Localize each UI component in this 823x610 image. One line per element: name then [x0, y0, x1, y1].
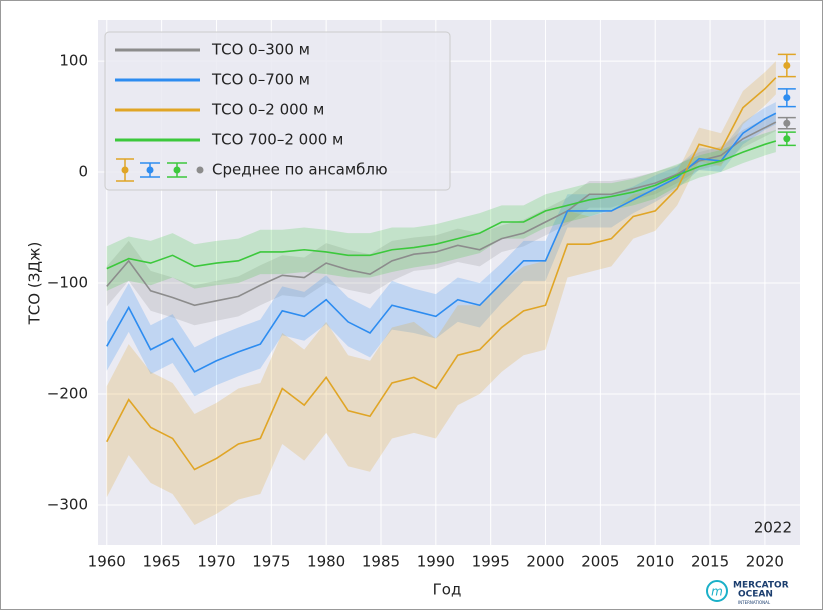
annotation: 2022 [754, 519, 792, 537]
legend: ТСО 0–300 м ТСО 0–700 м ТСО 0–2 000 м ТСО 7… [104, 31, 451, 191]
x-tick-label: 1995 [472, 553, 510, 571]
x-tick-label: 1975 [252, 553, 290, 571]
legend-icon [173, 166, 181, 174]
y-tick-label: 0 [78, 163, 88, 181]
legend-icon [146, 166, 154, 174]
legend-label: ТСО 0–700 м [211, 71, 310, 89]
uncertainty-band [106, 113, 776, 326]
ensemble-point [783, 94, 791, 102]
x-tick-label: 2015 [691, 553, 729, 571]
series-line [106, 140, 777, 270]
x-tick-label: 1980 [307, 553, 345, 571]
ensemble-point [783, 62, 791, 70]
x-tick-label: 2005 [581, 553, 619, 571]
legend-label: Среднее по ансамблю [212, 161, 388, 179]
series-line [106, 77, 777, 471]
ensemble-point [783, 119, 791, 127]
logo-text: MERCATOR [733, 581, 789, 591]
y-tick-label: 100 [59, 52, 88, 70]
legend-label: ТСО 700–2 000 м [211, 131, 343, 149]
x-tick-label: 1960 [88, 553, 126, 571]
logo-letter: m [711, 585, 723, 599]
y-tick-label: −300 [47, 496, 88, 514]
series-line [106, 112, 777, 373]
series-line [106, 121, 777, 307]
logo-text: INTERNATIONAL [738, 600, 771, 605]
logo-icon [706, 580, 728, 602]
y-tick-label: −100 [47, 274, 88, 292]
y-axis-label: ТСО (ЗДж) [26, 242, 44, 326]
logo-text: OCEAN [738, 590, 773, 600]
x-tick-label: 2000 [526, 553, 564, 571]
x-tick-label: 1990 [417, 553, 455, 571]
ensemble-point [783, 135, 791, 143]
x-axis-label: Год [433, 581, 462, 599]
y-tick-label: −200 [47, 385, 88, 403]
uncertainty-band [106, 129, 776, 291]
x-tick-label: 2020 [746, 553, 784, 571]
legend-icon [121, 166, 129, 174]
x-tick-label: 1965 [143, 553, 181, 571]
legend-icon [196, 166, 204, 174]
legend-label: ТСО 0–2 000 м [211, 101, 324, 119]
legend-label: ТСО 0–300 м [211, 41, 310, 59]
x-tick-label: 1985 [362, 553, 400, 571]
x-tick-label: 1970 [197, 553, 235, 571]
x-tick-label: 2010 [636, 553, 674, 571]
legend-box [104, 31, 451, 191]
